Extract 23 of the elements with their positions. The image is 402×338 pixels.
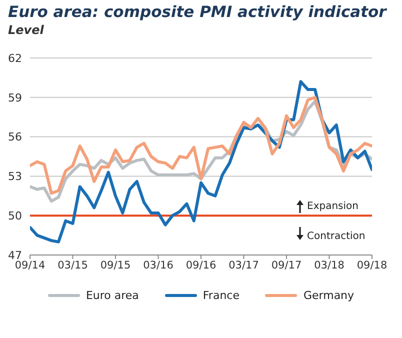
x-tick-label: 09/18 (356, 259, 388, 272)
y-tick-label: 50 (8, 210, 22, 223)
y-tick-label: 47 (8, 248, 22, 262)
annotation: Expansion (307, 201, 358, 212)
legend-label: Germany (303, 289, 354, 302)
chart-title: Euro area: composite PMI activity indicator (8, 3, 386, 21)
x-tick-label: 09/14 (14, 259, 46, 272)
x-tick-label: 09/16 (186, 259, 216, 272)
legend-label: France (202, 289, 240, 302)
x-tick-label: 09/15 (100, 259, 131, 272)
x-tick-label: 03/15 (58, 259, 88, 272)
x-tick-label: 09/17 (271, 259, 302, 272)
x-tick-label: 03/18 (314, 259, 344, 272)
x-tick-label: 03/16 (143, 259, 174, 272)
line-series (30, 80, 372, 244)
chart-subtitle: Level (8, 23, 44, 37)
y-tick-label: 56 (8, 130, 22, 144)
y-tick-label: 59 (8, 91, 22, 104)
x-tick-label: 03/17 (228, 259, 259, 272)
y-tick-label: 62 (8, 52, 22, 65)
y-tick-label: 53 (8, 170, 22, 184)
annotation: Contraction (307, 231, 366, 242)
legend-label: Euro area (86, 289, 139, 302)
